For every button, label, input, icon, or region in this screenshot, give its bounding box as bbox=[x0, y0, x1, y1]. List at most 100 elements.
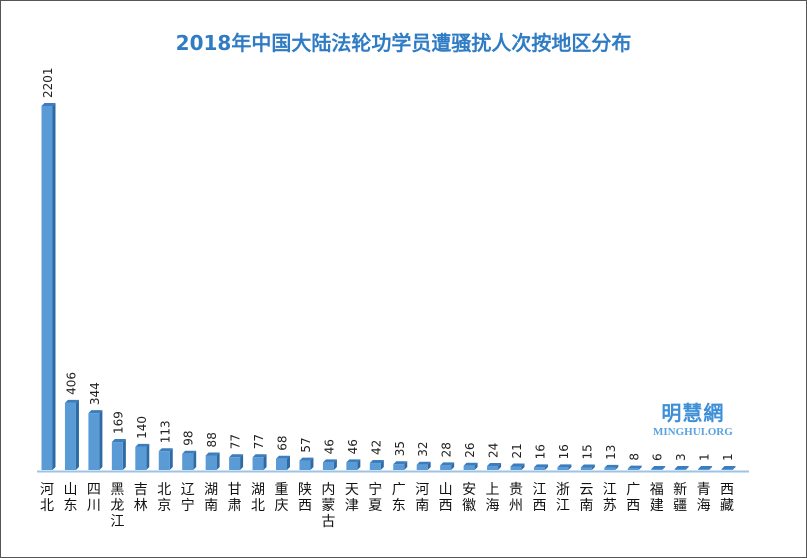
category-label: 东 bbox=[63, 498, 77, 514]
bar bbox=[487, 466, 499, 470]
bar-side bbox=[709, 466, 713, 470]
bar-side bbox=[474, 462, 478, 470]
data-label: 32 bbox=[416, 441, 430, 456]
category-label: 庆 bbox=[275, 498, 289, 514]
bar bbox=[604, 467, 616, 470]
bar-top bbox=[604, 464, 619, 468]
bar-top bbox=[158, 448, 173, 452]
category-label: 上 bbox=[486, 482, 500, 498]
category-label: 甘 bbox=[228, 482, 242, 498]
bar-side bbox=[380, 460, 384, 470]
data-label: 3 bbox=[674, 453, 688, 461]
data-label: 24 bbox=[487, 443, 501, 458]
bar-side bbox=[568, 464, 572, 470]
bar-side bbox=[427, 461, 431, 470]
category-label: 州 bbox=[509, 498, 523, 514]
category-label: 广 bbox=[626, 482, 640, 498]
bar bbox=[158, 451, 170, 470]
bar-side bbox=[240, 454, 244, 470]
data-label: 16 bbox=[533, 444, 547, 459]
bar-top bbox=[674, 466, 689, 469]
bar bbox=[88, 413, 100, 470]
category-label: 北 bbox=[40, 498, 54, 514]
bar-top bbox=[416, 461, 431, 465]
category-label: 江 bbox=[110, 514, 124, 530]
bar-side bbox=[451, 462, 455, 470]
category-label: 新 bbox=[673, 482, 687, 498]
bar-top bbox=[229, 454, 244, 458]
data-label: 1 bbox=[721, 453, 735, 461]
data-label: 113 bbox=[158, 420, 172, 443]
data-label: 1 bbox=[698, 453, 712, 461]
bar bbox=[651, 469, 663, 470]
bar-side bbox=[310, 457, 314, 470]
category-label: 北 bbox=[157, 482, 171, 498]
bar-side bbox=[662, 466, 666, 470]
bar-top bbox=[510, 463, 525, 467]
category-label: 古 bbox=[321, 514, 335, 530]
category-label: 西 bbox=[720, 482, 734, 498]
data-label: 169 bbox=[111, 411, 125, 434]
category-label: 浙 bbox=[556, 482, 570, 498]
category-label: 西 bbox=[626, 498, 640, 514]
bar-side bbox=[521, 463, 525, 470]
category-label: 建 bbox=[650, 498, 664, 514]
bar bbox=[299, 460, 311, 470]
bar-top bbox=[299, 457, 314, 461]
bar-top bbox=[135, 443, 150, 447]
bar bbox=[463, 465, 475, 470]
data-label: 140 bbox=[135, 416, 149, 439]
bar-side bbox=[732, 466, 736, 470]
category-label: 海 bbox=[697, 498, 711, 514]
bar bbox=[510, 466, 522, 470]
bar-side bbox=[333, 459, 337, 470]
bar bbox=[111, 442, 123, 470]
data-label: 16 bbox=[557, 444, 571, 459]
bar bbox=[369, 463, 381, 470]
bar-top bbox=[369, 460, 384, 464]
category-label: 东 bbox=[392, 498, 406, 514]
data-label: 6 bbox=[651, 453, 665, 461]
category-label: 徽 bbox=[462, 498, 476, 514]
bar-top bbox=[463, 462, 478, 466]
category-label: 林 bbox=[134, 498, 148, 514]
category-label: 福 bbox=[650, 482, 664, 498]
bar-top bbox=[721, 466, 736, 469]
bar-side bbox=[169, 448, 173, 470]
category-label: 安 bbox=[462, 482, 476, 498]
bar-top bbox=[111, 439, 126, 443]
data-label: 15 bbox=[580, 444, 594, 459]
bar bbox=[182, 453, 194, 470]
data-label: 77 bbox=[252, 434, 266, 449]
bar bbox=[41, 106, 53, 470]
category-label: 蒙 bbox=[321, 498, 335, 514]
data-label: 42 bbox=[369, 440, 383, 455]
bar bbox=[205, 455, 217, 470]
category-label: 北 bbox=[251, 498, 265, 514]
bar-side bbox=[591, 464, 595, 470]
data-label: 98 bbox=[182, 431, 196, 446]
bar-top bbox=[627, 465, 642, 469]
bar-top bbox=[557, 464, 572, 468]
bar-side bbox=[193, 450, 197, 470]
data-label: 28 bbox=[440, 442, 454, 457]
bar-side bbox=[216, 452, 220, 470]
category-label: 津 bbox=[345, 498, 359, 514]
bar-side bbox=[122, 439, 126, 470]
bar bbox=[721, 469, 733, 470]
category-label: 西 bbox=[532, 498, 546, 514]
category-label: 西 bbox=[439, 498, 453, 514]
category-label: 陕 bbox=[298, 482, 312, 498]
bar bbox=[135, 446, 147, 470]
category-label: 青 bbox=[697, 482, 711, 498]
data-label: 46 bbox=[346, 439, 360, 454]
bar-side bbox=[357, 459, 361, 470]
category-label: 江 bbox=[532, 482, 546, 498]
bar-side bbox=[99, 410, 103, 470]
category-label: 山 bbox=[439, 482, 453, 498]
bar bbox=[533, 467, 545, 470]
data-label: 2201 bbox=[41, 67, 55, 98]
bar bbox=[276, 458, 287, 470]
bar-side bbox=[685, 466, 689, 470]
logo-en: MINGHUI.ORG bbox=[653, 426, 733, 438]
